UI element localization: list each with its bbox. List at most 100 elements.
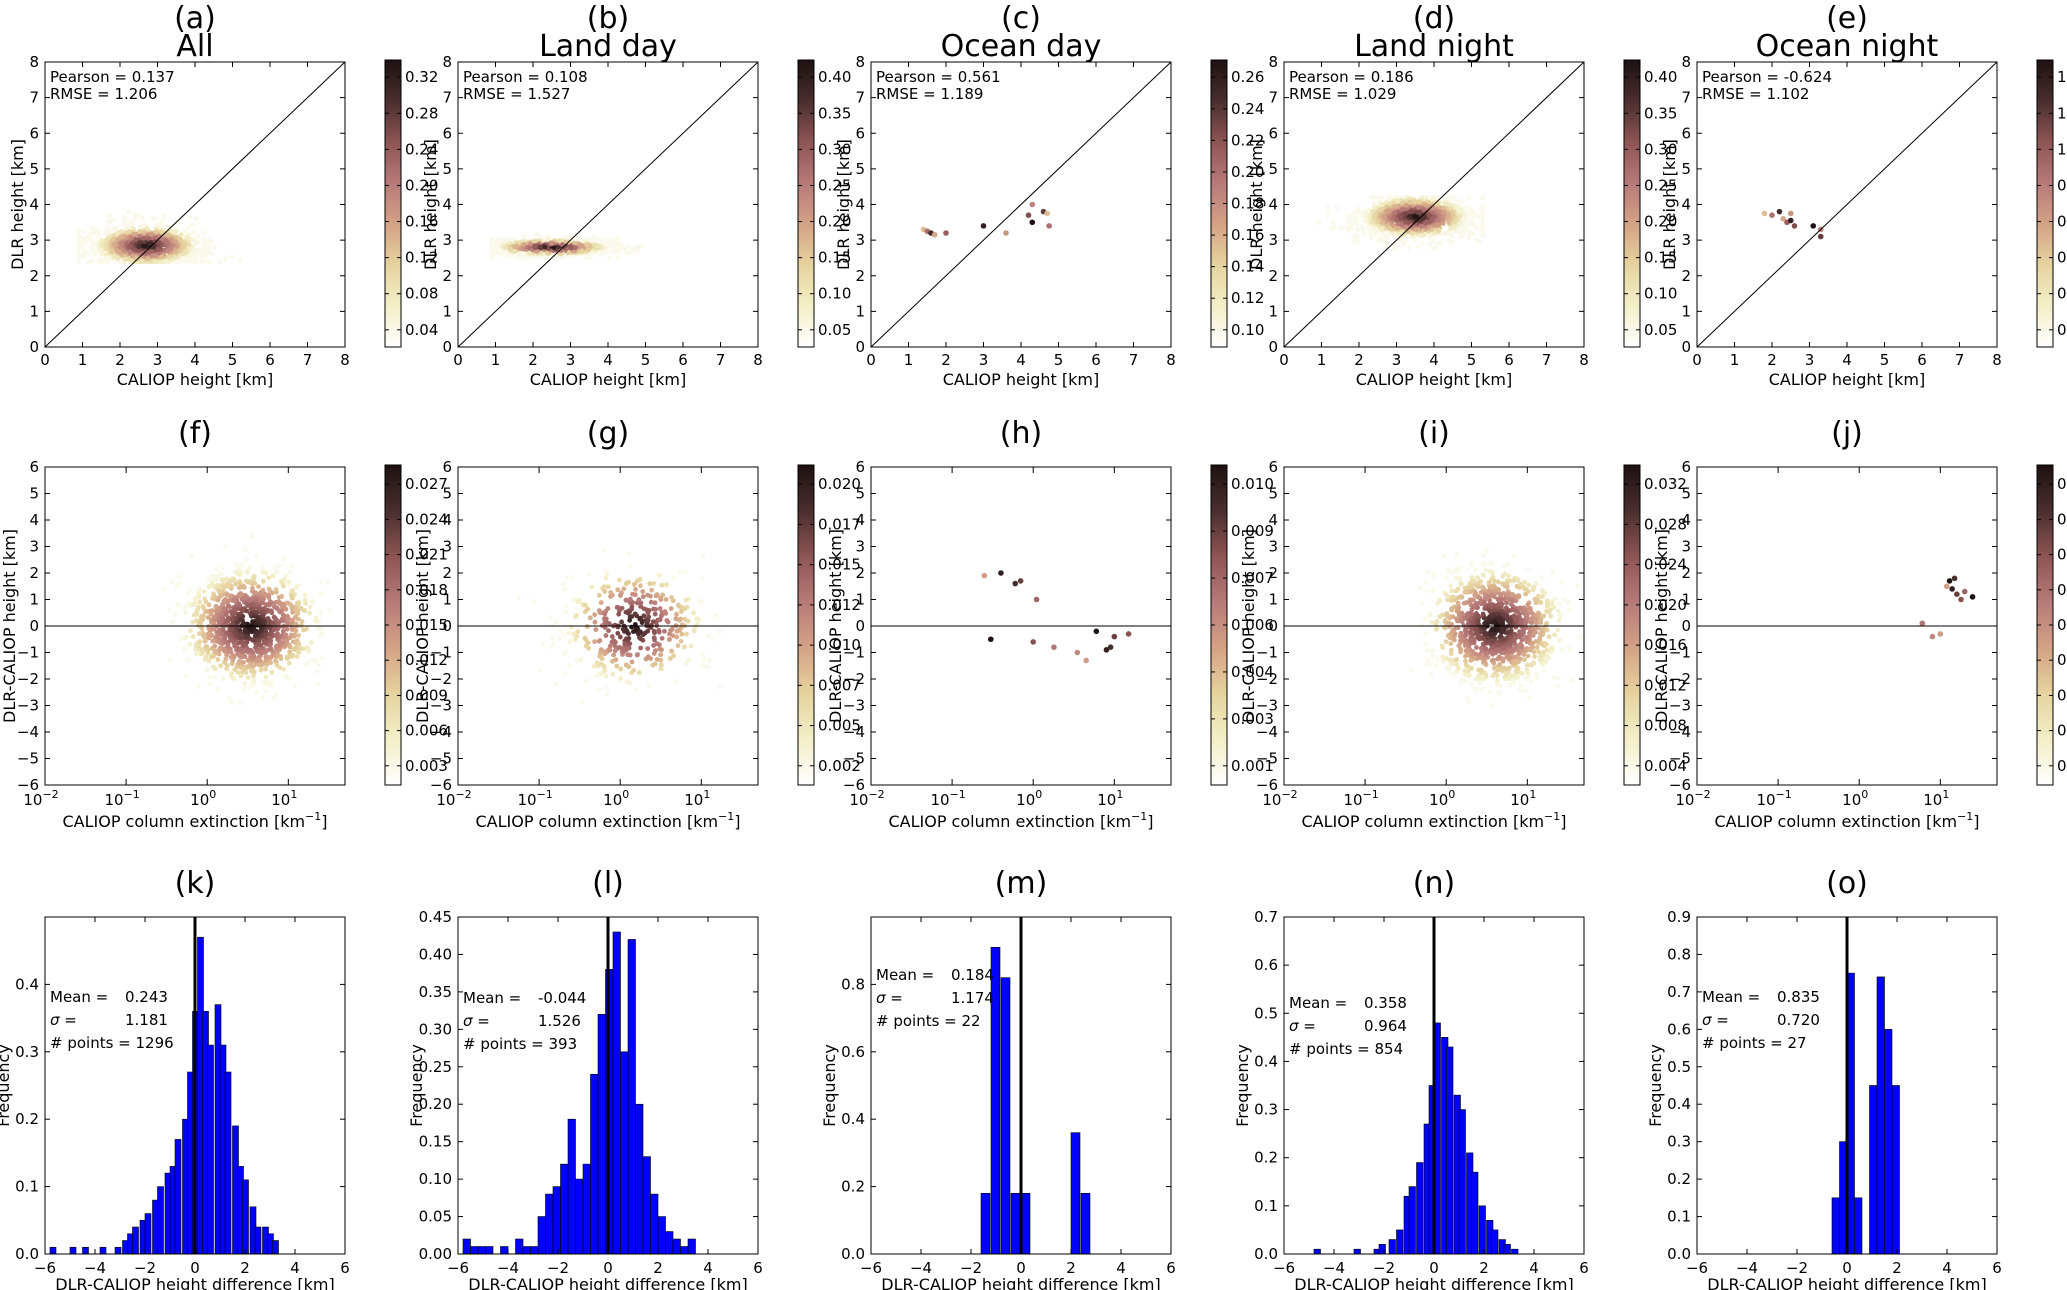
scatter-point [651,643,656,648]
scatter-point [1046,223,1052,229]
scatter-point [700,652,706,658]
scatter-point [596,244,602,250]
histogram-bar [620,1051,629,1255]
scatter-point [144,226,150,232]
scatter-point [1480,212,1486,217]
scatter-point [649,587,655,593]
scatter-point [126,209,131,215]
scatter-point [998,570,1004,576]
scatter-point [542,244,548,250]
scatter-point [632,592,638,598]
x-tick-label: 2 [115,351,125,369]
scatter-point [250,585,255,591]
scatter-point [662,628,667,634]
x-tick-label: 1 [491,351,501,369]
scatter-point [293,621,299,627]
scatter-point [253,689,259,695]
scatter-point [594,673,600,678]
scatter-point [622,641,628,647]
scatter-point [260,578,266,584]
scatter-point [245,675,251,681]
x-tick-label: 4 [1016,351,1026,369]
scatter-point [529,255,535,261]
scatter-point [610,658,615,664]
scatter-point [1477,239,1483,245]
scatter-point [1390,215,1396,221]
x-tick-label: 3 [566,351,576,369]
scatter-point [1392,210,1397,216]
scatter-point [228,593,234,599]
scatter-point [252,580,258,586]
histogram-bar [552,1186,561,1255]
y-tick-label: −4 [843,723,865,741]
scatter-point [259,593,265,599]
colorbar-top-2-label: 0.18 [1231,195,1264,213]
y-tick-label: 0.45 [419,908,452,926]
y-tick-label: 6 [29,124,39,142]
sigma-value: 1.181 [125,1011,168,1029]
x-tick-label: 0 [453,351,463,369]
scatter-point [285,616,291,621]
scatter-point [1416,232,1422,238]
scatter-point [194,651,199,657]
histogram-bar [650,1193,659,1255]
scatter-point [136,248,141,253]
scatter-point [290,588,296,594]
scatter-point [614,663,620,669]
y-tick-label: 5 [855,485,865,503]
x-tick-label: 4 [603,351,613,369]
scatter-point [602,668,607,674]
scatter-point [280,612,286,618]
scatter-point [127,221,133,227]
colorbar-mid-2-label: 0.009 [1231,522,1274,540]
scatter-point [1029,201,1036,208]
x-tick-label: 101 [271,788,297,809]
scatter-point [182,646,187,652]
scatter-point [96,233,101,238]
scatter-point [202,638,208,644]
y-tick-label: 2 [442,564,452,582]
scatter-point [162,238,168,244]
scatter-point [669,626,675,632]
scatter-point [238,673,244,679]
x-tick-label: 4 [190,351,200,369]
scatter-point [216,651,222,657]
panel-title: Land day [539,29,677,64]
scatter-point [252,645,258,651]
panel-title: Ocean day [941,29,1102,64]
scatter-point [1385,208,1391,214]
x-axis-label: DLR-CALIOP height difference [km] [468,1275,747,1290]
scatter-point [257,642,262,648]
scatter-point [1372,205,1378,211]
scatter-point [546,247,551,252]
scatter-point [289,595,295,601]
scatter-point [516,594,522,600]
x-tick-label: 0 [190,1259,200,1277]
scatter-point [244,557,249,563]
scatter-point [1361,230,1367,236]
scatter-point [1368,235,1374,241]
y-tick-label: 5 [442,485,452,503]
y-tick-label: 0.1 [15,1178,39,1196]
scatter-point [558,628,564,634]
scatter-point [602,249,608,254]
scatter-point [681,606,687,612]
scatter-point [1363,214,1369,220]
scatter-point [212,666,218,672]
scatter-point [592,242,597,248]
scatter-point [638,636,643,642]
scatter-point [1462,222,1467,227]
scatter-point [618,666,624,672]
scatter-point [151,259,157,264]
scatter-point [639,242,645,248]
y-tick-label: 0.30 [419,1020,452,1038]
scatter-point [527,250,532,256]
scatter-point [270,573,276,579]
scatter-point [1474,225,1479,231]
scatter-point [599,252,604,258]
scatter-point [170,229,175,234]
scatter-point [131,231,137,237]
scatter-point [173,239,178,244]
colorbar-mid-1-label: 0.020 [818,475,861,493]
colorbar-top-1-label: 0.05 [818,321,851,339]
